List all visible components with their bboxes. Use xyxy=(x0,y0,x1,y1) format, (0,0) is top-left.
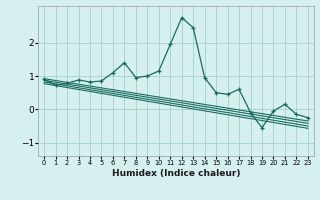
X-axis label: Humidex (Indice chaleur): Humidex (Indice chaleur) xyxy=(112,169,240,178)
